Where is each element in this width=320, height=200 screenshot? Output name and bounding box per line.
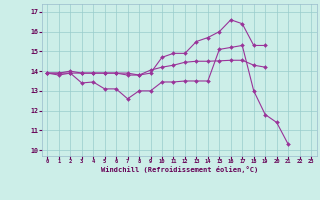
X-axis label: Windchill (Refroidissement éolien,°C): Windchill (Refroidissement éolien,°C) [100, 166, 258, 173]
